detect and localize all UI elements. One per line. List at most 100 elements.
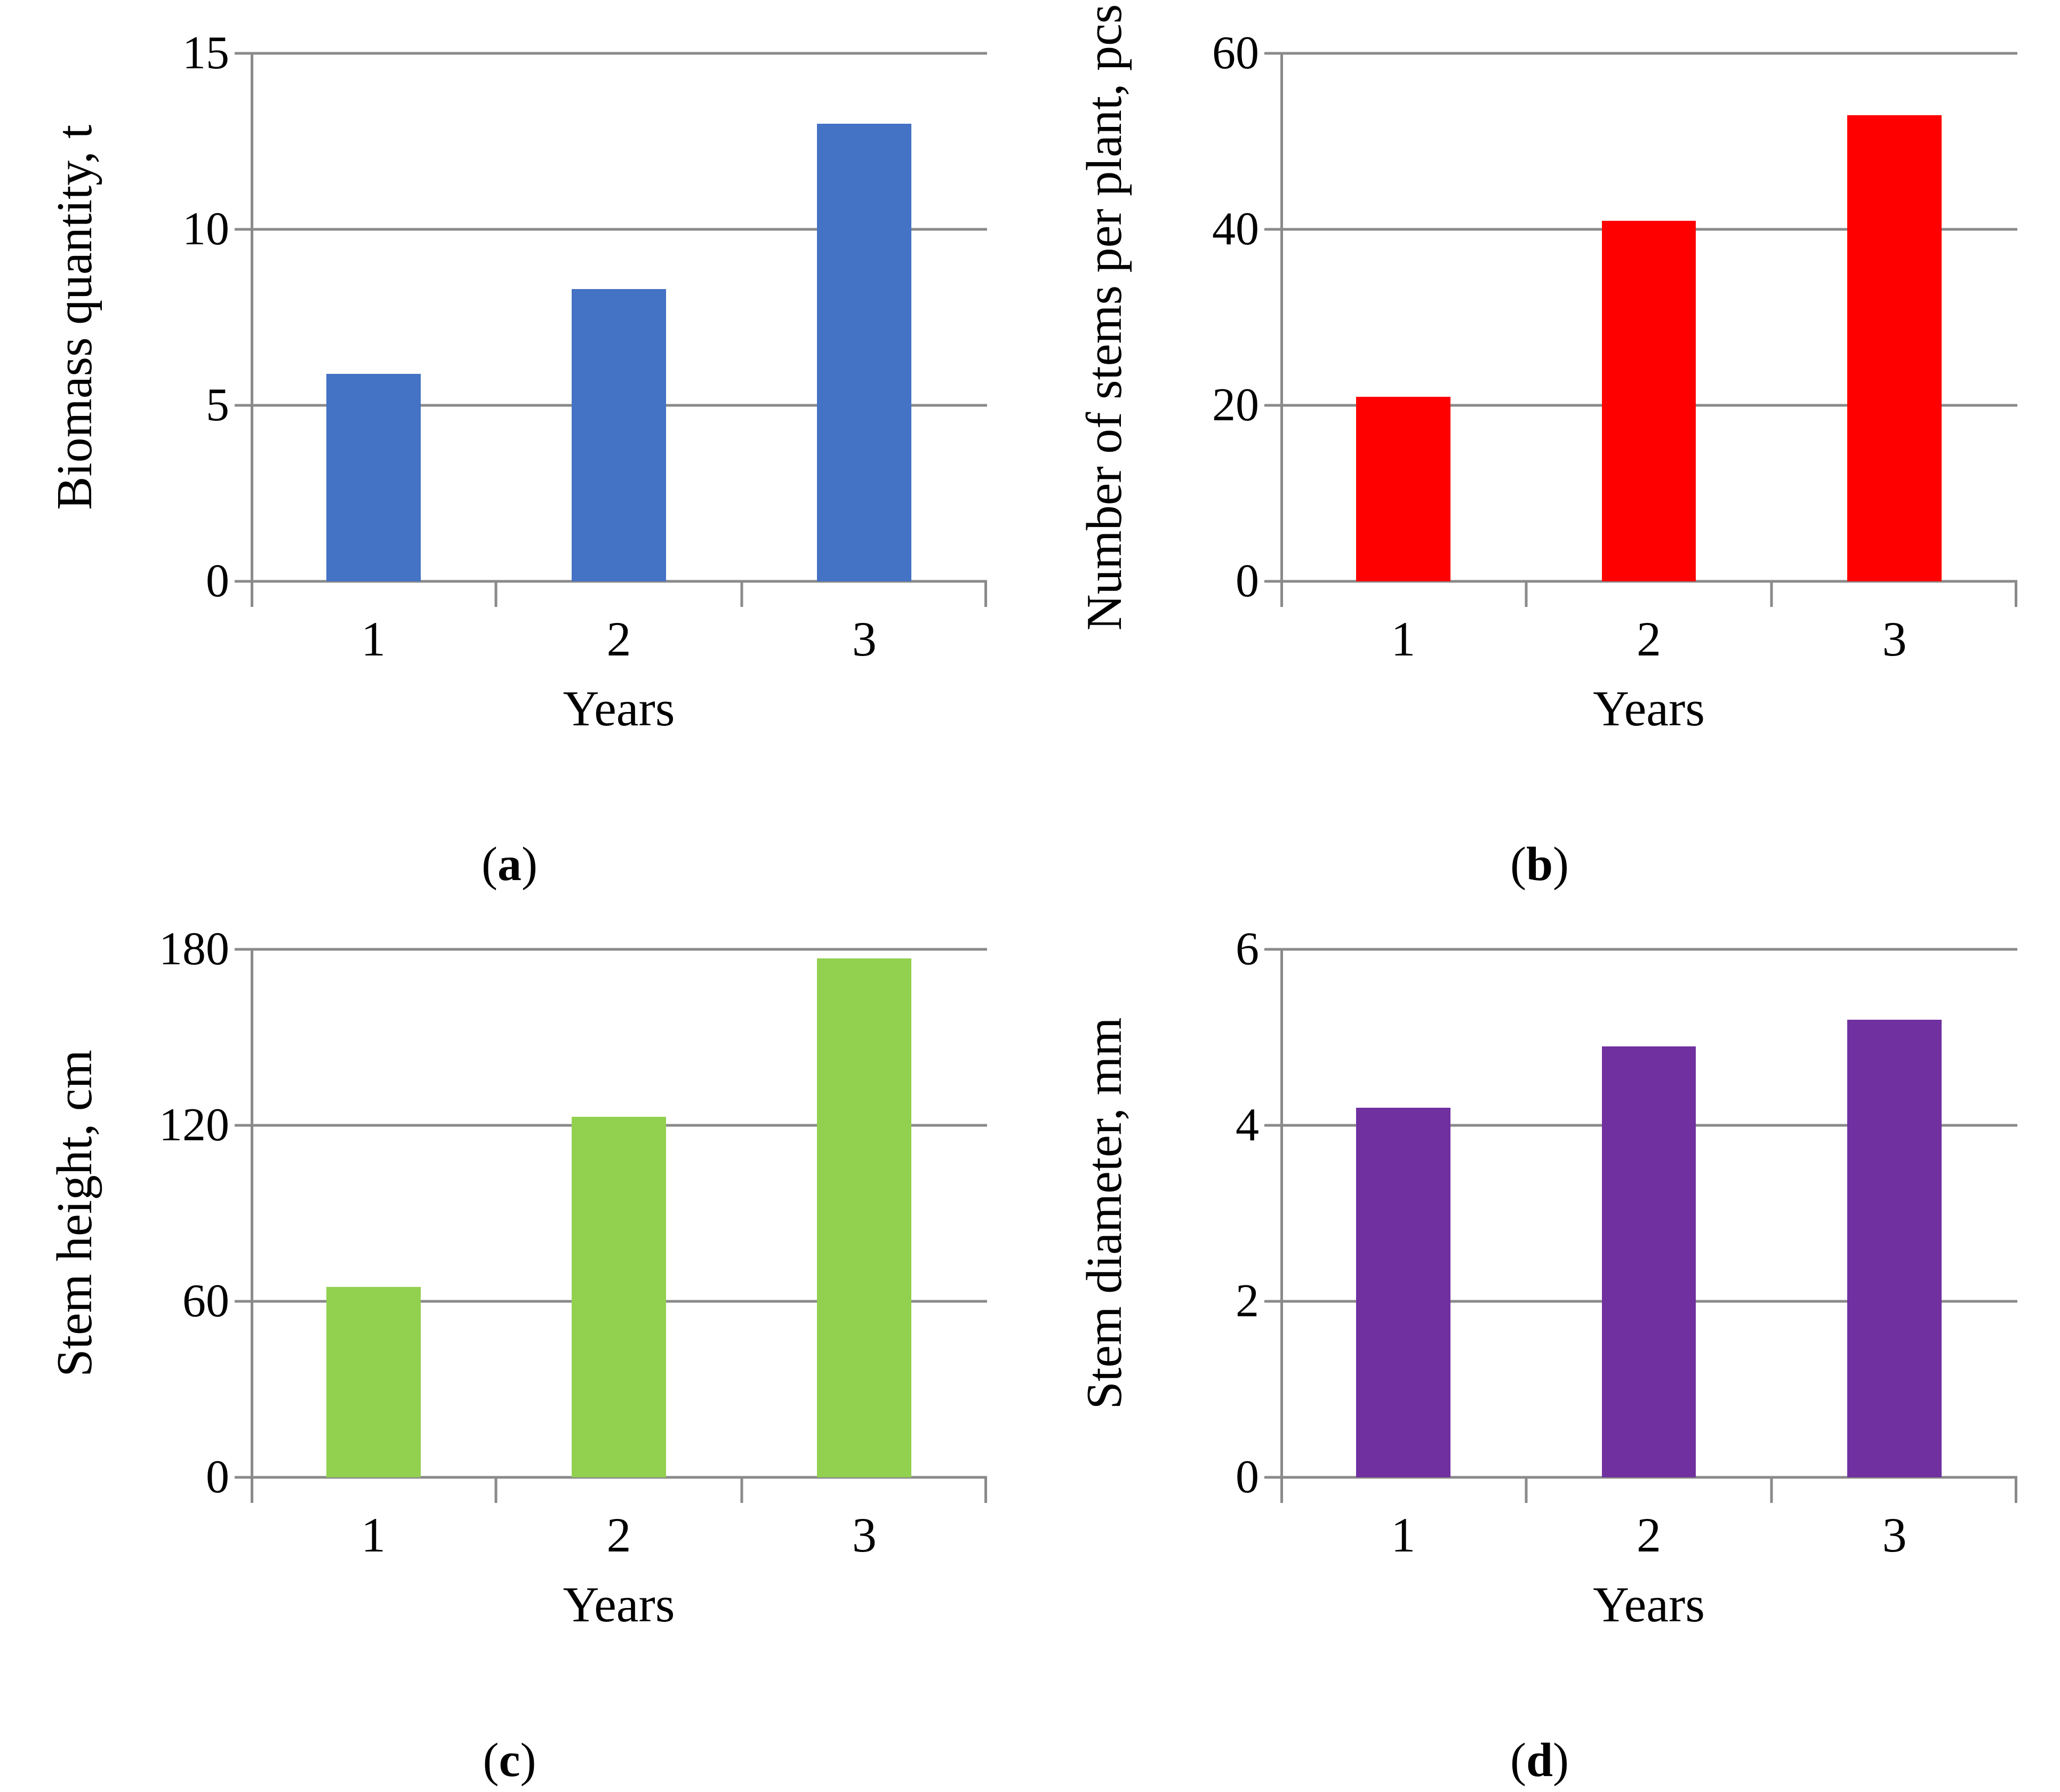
x-tick-mark bbox=[2015, 581, 2017, 607]
plot-area bbox=[235, 948, 987, 1503]
x-axis-tick-labels: 1 2 3 bbox=[1280, 1510, 2017, 1559]
y-tick-label-4: 4 bbox=[1236, 1099, 1259, 1151]
gridline-y-10 bbox=[235, 228, 987, 231]
y-axis-title-text: Stem height, cm bbox=[47, 1050, 102, 1377]
x-tick-label-1: 1 bbox=[1391, 1508, 1416, 1562]
caption-paren-open: ( bbox=[1510, 1734, 1526, 1787]
y-tick-label-0: 0 bbox=[1236, 555, 1259, 607]
caption-paren-close: ) bbox=[1553, 838, 1569, 891]
gridline-y-0 bbox=[1264, 1476, 2017, 1479]
gridline-y-6 bbox=[1264, 948, 2017, 951]
y-axis-title: Biomass quantity, t bbox=[32, 53, 117, 581]
x-tick-label-1: 1 bbox=[1391, 612, 1416, 666]
y-tick-label-20: 20 bbox=[1212, 379, 1259, 431]
x-axis-title: Years bbox=[563, 681, 675, 737]
x-tick-label-2: 2 bbox=[606, 1508, 631, 1562]
caption-paren-open: ( bbox=[1510, 838, 1526, 891]
x-tick-label-2: 2 bbox=[606, 612, 631, 666]
x-axis-tick-labels: 1 2 3 bbox=[1280, 614, 2017, 663]
x-tick-label-2: 2 bbox=[1637, 612, 1661, 666]
x-tick-label-3: 3 bbox=[1882, 1508, 1907, 1562]
x-axis-title: Years bbox=[563, 1577, 675, 1633]
bar-year-3 bbox=[817, 124, 912, 581]
x-tick-mark bbox=[1770, 1477, 1773, 1503]
bar-year-3 bbox=[1847, 1020, 1942, 1477]
chart-area: Stem diameter, mm 0 2 4 6 bbox=[1062, 926, 2017, 1503]
bar-year-3 bbox=[1847, 115, 1942, 581]
x-axis-title: Years bbox=[1593, 681, 1705, 737]
y-axis-tick-labels: 0 60 120 180 bbox=[117, 926, 251, 1501]
x-tick-label-3: 3 bbox=[1882, 612, 1907, 666]
y-tick-label-40: 40 bbox=[1212, 203, 1259, 255]
gridline-y-15 bbox=[235, 52, 987, 55]
caption-paren-close: ) bbox=[522, 838, 538, 891]
bar-year-1 bbox=[326, 373, 421, 581]
y-axis-tick-labels: 0 20 40 60 bbox=[1147, 30, 1280, 605]
y-tick-label-5: 5 bbox=[206, 379, 229, 431]
chart-panel-d: Stem diameter, mm 0 2 4 6 1 2 3 Years (d) bbox=[1030, 896, 2060, 1792]
plot-area bbox=[235, 52, 987, 607]
y-tick-label-15: 15 bbox=[182, 27, 229, 79]
y-tick-label-120: 120 bbox=[159, 1099, 229, 1151]
caption-paren-close: ) bbox=[1553, 1734, 1569, 1787]
x-axis-tick-labels: 1 2 3 bbox=[251, 1510, 987, 1559]
caption-letter: a bbox=[498, 838, 522, 891]
chart-panel-c: Stem height, cm 0 60 120 180 1 2 3 Years (c) bbox=[0, 896, 1030, 1792]
y-tick-label-6: 6 bbox=[1236, 923, 1259, 975]
caption-paren-open: ( bbox=[482, 838, 498, 891]
y-axis-title-text: Stem diameter, mm bbox=[1077, 1017, 1132, 1410]
bar-year-2 bbox=[1601, 1046, 1696, 1477]
bar-year-1 bbox=[1356, 396, 1450, 581]
x-tick-mark bbox=[1525, 1477, 1528, 1503]
y-tick-label-10: 10 bbox=[182, 203, 229, 255]
subfigure-caption: (c) bbox=[32, 1737, 987, 1785]
bar-year-2 bbox=[572, 289, 666, 581]
x-tick-mark bbox=[984, 1477, 987, 1503]
x-tick-mark bbox=[494, 581, 498, 607]
y-tick-label-180: 180 bbox=[159, 923, 229, 975]
x-tick-mark bbox=[740, 1477, 743, 1503]
caption-letter: b bbox=[1526, 838, 1553, 891]
y-tick-label-2: 2 bbox=[1236, 1275, 1259, 1327]
y-axis-title: Number of stems per plant, pcs bbox=[1062, 4, 1147, 631]
x-tick-mark bbox=[984, 581, 987, 607]
caption-paren-close: ) bbox=[520, 1734, 536, 1787]
x-tick-mark bbox=[494, 1477, 498, 1503]
gridline-y-0 bbox=[235, 580, 987, 583]
caption-letter: c bbox=[499, 1734, 520, 1787]
gridline-y-60 bbox=[1264, 52, 2017, 55]
x-axis-title: Years bbox=[1593, 1577, 1705, 1633]
y-axis-title: Stem height, cm bbox=[32, 949, 117, 1477]
y-axis-tick-labels: 0 2 4 6 bbox=[1147, 926, 1280, 1501]
bar-year-2 bbox=[572, 1116, 666, 1477]
y-tick-label-60: 60 bbox=[182, 1275, 229, 1327]
chart-panel-b: Number of stems per plant, pcs 0 20 40 60 1… bbox=[1030, 0, 2060, 896]
chart-panel-a: Biomass quantity, t 0 5 10 15 1 2 3 Years (a) bbox=[0, 0, 1030, 896]
x-tick-label-1: 1 bbox=[361, 612, 386, 666]
subfigure-caption: (b) bbox=[1062, 841, 2017, 889]
caption-letter: d bbox=[1526, 1734, 1553, 1787]
bar-year-1 bbox=[1356, 1108, 1450, 1477]
x-tick-mark bbox=[740, 581, 743, 607]
y-axis-title-text: Number of stems per plant, pcs bbox=[1077, 4, 1132, 631]
y-axis-tick-labels: 0 5 10 15 bbox=[117, 30, 251, 605]
bar-year-1 bbox=[326, 1286, 421, 1477]
x-tick-mark bbox=[2015, 1477, 2017, 1503]
y-axis-line bbox=[1280, 53, 1283, 607]
gridline-y-180 bbox=[235, 948, 987, 951]
bar-year-3 bbox=[817, 958, 912, 1477]
plot-area bbox=[1264, 948, 2017, 1503]
x-tick-label-2: 2 bbox=[1637, 1508, 1661, 1562]
x-tick-mark bbox=[1525, 581, 1528, 607]
plot-area bbox=[1264, 52, 2017, 607]
y-axis-line bbox=[251, 53, 253, 607]
y-axis-line bbox=[251, 949, 253, 1503]
subfigure-caption: (a) bbox=[32, 841, 987, 889]
x-tick-label-3: 3 bbox=[852, 612, 877, 666]
x-tick-label-1: 1 bbox=[361, 1508, 386, 1562]
subfigure-caption: (d) bbox=[1062, 1737, 2017, 1785]
gridline-y-0 bbox=[1264, 580, 2017, 583]
y-axis-title-text: Biomass quantity, t bbox=[47, 124, 102, 510]
caption-paren-open: ( bbox=[483, 1734, 499, 1787]
